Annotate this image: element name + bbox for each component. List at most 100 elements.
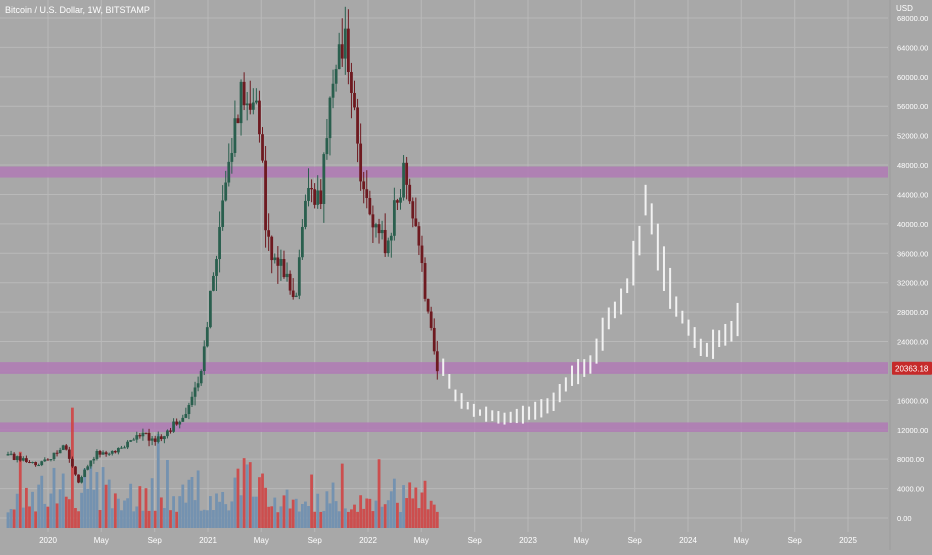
- candle-body: [319, 190, 323, 204]
- candle-body: [294, 295, 298, 298]
- candle-body: [187, 405, 191, 415]
- candle-body: [193, 387, 197, 397]
- volume-bar: [304, 501, 307, 528]
- volume-bar: [80, 492, 83, 528]
- volume-bar: [251, 496, 255, 528]
- volume-bar: [120, 510, 123, 528]
- candle-body: [199, 371, 203, 384]
- candle-body: [6, 454, 10, 456]
- volume-bar: [279, 506, 283, 528]
- price-tick-label: 32000.00: [897, 279, 928, 288]
- volume-bar: [178, 496, 182, 528]
- volume-bar: [371, 511, 375, 528]
- volume-bar: [31, 491, 34, 528]
- volume-bar: [129, 483, 133, 528]
- volume-bar: [101, 467, 105, 528]
- candle-body: [239, 81, 243, 124]
- volume-bar: [356, 511, 359, 528]
- time-tick-label: Sep: [628, 536, 643, 545]
- volume-bar: [202, 509, 206, 528]
- time-tick-label: 2024: [679, 536, 697, 545]
- candle-body: [245, 103, 249, 106]
- candle-body: [138, 435, 142, 437]
- volume-bar: [374, 500, 378, 528]
- volume-bar: [383, 504, 387, 528]
- candle-body: [40, 461, 44, 466]
- candle-body: [215, 259, 218, 276]
- candle-body: [291, 290, 295, 298]
- volume-bar: [126, 498, 129, 528]
- price-tick-label: 12000.00: [897, 426, 928, 435]
- last-price-badge: 20363.18: [892, 361, 932, 375]
- volume-bar: [362, 508, 366, 528]
- candle-body: [156, 436, 160, 442]
- candle-body: [12, 453, 16, 460]
- candle-body: [83, 469, 87, 478]
- candle-body: [46, 459, 50, 461]
- candle-body: [153, 438, 157, 442]
- volume-bar: [98, 510, 102, 528]
- volume-bar: [46, 506, 50, 528]
- volume-bar: [18, 451, 22, 528]
- volume-bar: [300, 503, 304, 528]
- candle-body: [264, 160, 267, 231]
- candle-body: [313, 189, 317, 205]
- time-tick-label: Sep: [788, 536, 803, 545]
- candle-body: [120, 447, 123, 449]
- volume-bar: [343, 508, 347, 528]
- volume-bar: [294, 498, 298, 528]
- candle-body: [147, 432, 151, 441]
- volume-bar: [190, 477, 194, 528]
- time-axis[interactable]: 2020 May Sep 2021 May Sep 2022 May Sep 2023 May Sep…: [39, 536, 857, 545]
- candle-body: [325, 138, 329, 155]
- volume-bar: [138, 486, 142, 528]
- time-tick-label: 2025: [839, 536, 857, 545]
- volume-bar: [282, 495, 286, 528]
- volume-bar: [86, 488, 90, 528]
- volume-bar: [221, 491, 225, 528]
- volume-bar: [184, 502, 188, 528]
- price-tick-label: 36000.00: [897, 249, 928, 258]
- currency-label: USD: [896, 4, 913, 13]
- volume-bar: [43, 503, 47, 528]
- candle-body: [126, 441, 129, 448]
- volume-bar: [123, 500, 126, 528]
- volume-bar: [205, 510, 209, 528]
- volume-bar: [392, 478, 396, 528]
- volume-bar: [110, 508, 114, 528]
- candle-body: [386, 240, 390, 254]
- candle-body: [423, 263, 427, 299]
- volume-bar: [172, 496, 175, 528]
- candle-body: [15, 456, 19, 460]
- volume-bar: [89, 466, 93, 528]
- candle-body: [31, 462, 34, 464]
- volume-bar: [224, 504, 228, 528]
- candle-body: [426, 298, 430, 312]
- candle-body: [242, 81, 246, 106]
- price-zone: [0, 422, 888, 432]
- volume-bar: [40, 475, 44, 528]
- volume-bar: [386, 500, 390, 528]
- price-tick-label: 40000.00: [897, 220, 928, 229]
- candle-body: [365, 189, 369, 198]
- candle-body: [267, 230, 271, 237]
- candle-body: [374, 224, 378, 228]
- volume-bar: [435, 511, 439, 528]
- candle-body: [429, 311, 433, 328]
- candle-body: [104, 452, 108, 455]
- candle-body: [371, 214, 375, 228]
- candle-body: [230, 152, 234, 162]
- candle-body: [67, 449, 71, 459]
- candle-body: [37, 465, 41, 467]
- candle-body: [70, 458, 74, 467]
- candle-body: [113, 451, 117, 453]
- candle-body: [420, 245, 424, 264]
- volume-bar: [270, 506, 274, 528]
- candle-body: [159, 436, 163, 440]
- volume-bar: [389, 491, 393, 528]
- candle-body: [98, 451, 102, 455]
- volume-bar: [258, 477, 261, 528]
- candle-body: [218, 226, 221, 260]
